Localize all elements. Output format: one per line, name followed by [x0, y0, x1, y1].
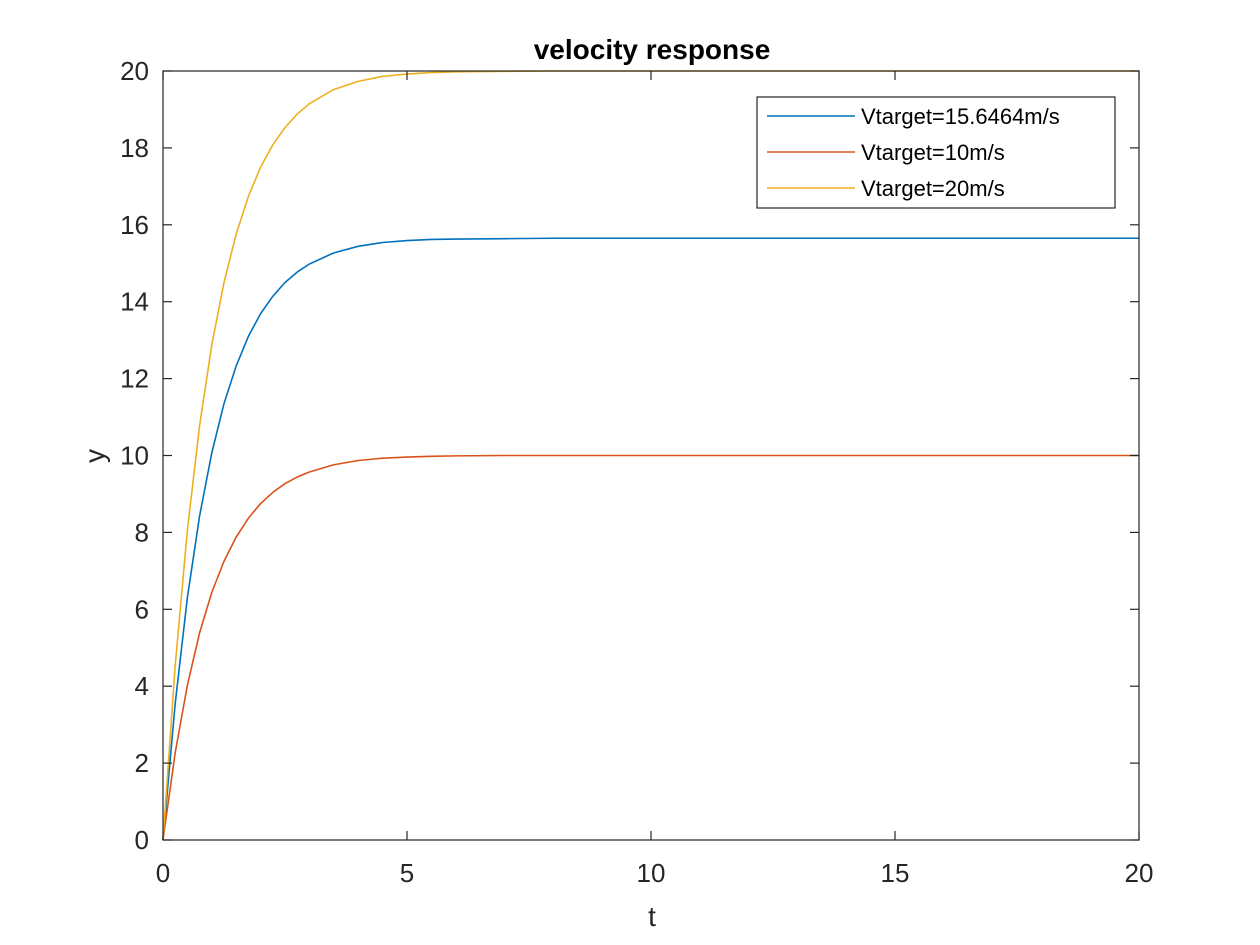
legend-label-2: Vtarget=10m/s [861, 140, 1005, 165]
x-tick-label: 15 [881, 858, 910, 888]
legend: Vtarget=15.6464m/s Vtarget=10m/s Vtarget=2… [756, 96, 1116, 209]
x-tick-label: 5 [400, 858, 414, 888]
y-tick-label: 16 [120, 210, 149, 240]
y-tick-label: 0 [135, 825, 149, 855]
series-line-2 [162, 454, 1139, 841]
y-tick-label: 14 [120, 287, 149, 317]
x-tick-label: 10 [637, 858, 666, 888]
y-tick-label: 4 [135, 671, 149, 701]
y-axis-label: y [79, 449, 110, 463]
y-tick-label: 20 [120, 56, 149, 86]
axes-layer: 0 5 10 15 20 0 2 4 6 8 10 12 14 16 18 20 [120, 56, 1153, 888]
legend-label-1: Vtarget=15.6464m/s [861, 104, 1060, 129]
x-tick-label: 0 [156, 858, 170, 888]
y-tick-label: 2 [135, 748, 149, 778]
y-tick-label: 8 [135, 517, 149, 547]
y-tick-label: 18 [120, 133, 149, 163]
chart-title: velocity response [534, 34, 771, 65]
y-tick-label: 6 [135, 594, 149, 624]
x-tick-label: 20 [1125, 858, 1154, 888]
x-axis-label: t [648, 901, 656, 932]
y-tick-label: 12 [120, 364, 149, 394]
y-tick-label: 10 [120, 441, 149, 471]
legend-label-3: Vtarget=20m/s [861, 176, 1005, 201]
series-line-1 [162, 237, 1139, 841]
